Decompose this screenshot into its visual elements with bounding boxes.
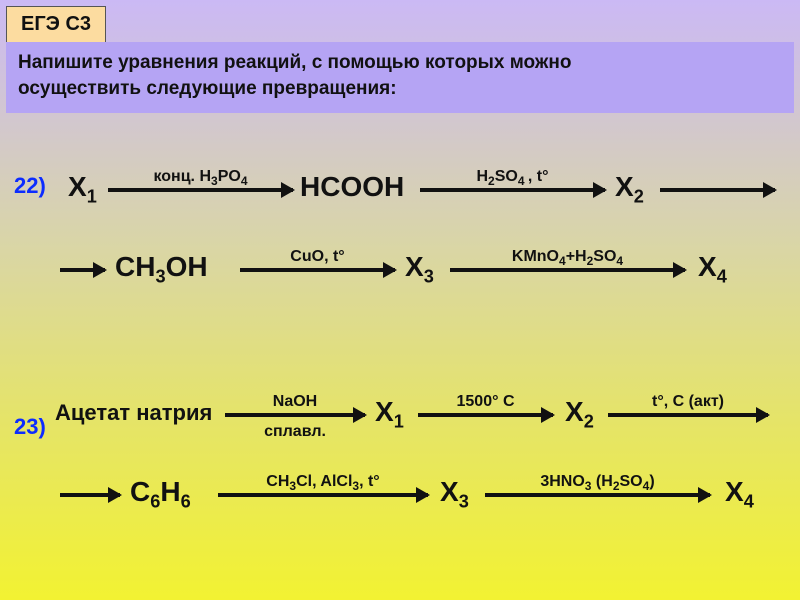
chain-23-row-1: Ацетат натрияX1X2NaOHсплавл.1500° Сt°, С… [0, 380, 800, 450]
condition-label: CH3Cl, AlCl3, t° [218, 473, 428, 493]
reaction-arrow [60, 493, 120, 497]
chain-23-row-2: C6H6 X3 X4 CH3Cl, AlCl3, t° 3HNO3 (H2SO4) [0, 460, 800, 530]
reaction-arrow: конц. H3PO4 [108, 188, 293, 192]
condition-label: KMnO4+H2SO4 [450, 248, 685, 268]
condition-label: NaOH [225, 393, 365, 411]
species: X3 [405, 251, 434, 288]
reaction-arrow: CuO, t° [240, 268, 395, 272]
reaction-arrow: CH3Cl, AlCl3, t° [218, 493, 428, 497]
condition-label: 3HNO3 (H2SO4) [485, 473, 710, 493]
reaction-arrow: 3HNO3 (H2SO4) [485, 493, 710, 497]
condition-label: 1500° С [418, 393, 553, 411]
species: Ацетат натрия [55, 400, 212, 426]
reaction-arrow: t°, С (акт) [608, 413, 768, 417]
chain-22-row-1: X1 HCOOH X2 конц. H3PO4 H2SO4 , t° [0, 155, 800, 225]
exam-badge: ЕГЭ С3 [6, 6, 106, 43]
species: C6H6 [130, 476, 191, 513]
reaction-arrow [60, 268, 105, 272]
condition-label: конц. H3PO4 [108, 168, 293, 188]
species: CH3OH [115, 251, 208, 288]
species: X4 [698, 251, 727, 288]
reaction-arrow: H2SO4 , t° [420, 188, 605, 192]
species: X2 [565, 396, 594, 433]
species: X3 [440, 476, 469, 513]
species: X1 [68, 171, 97, 208]
chain-22-row-2: CH3OH X3 X4 CuO, t° KMnO4+H2SO4 [0, 235, 800, 305]
condition-label: H2SO4 , t° [420, 168, 605, 188]
reaction-arrow: 1500° С [418, 413, 553, 417]
task-line-2: осуществить следующие превращения: [18, 76, 782, 102]
reaction-arrow [660, 188, 775, 192]
reaction-arrow: KMnO4+H2SO4 [450, 268, 685, 272]
species: X2 [615, 171, 644, 208]
species: HCOOH [300, 171, 404, 203]
condition-label: CuO, t° [240, 248, 395, 266]
task-text: Напишите уравнения реакций, с помощью ко… [6, 42, 794, 113]
species: X1 [375, 396, 404, 433]
reaction-arrow: NaOHсплавл. [225, 413, 365, 417]
task-line-1: Напишите уравнения реакций, с помощью ко… [18, 50, 782, 76]
condition-label-below: сплавл. [225, 423, 365, 441]
species: X4 [725, 476, 754, 513]
condition-label: t°, С (акт) [608, 393, 768, 411]
